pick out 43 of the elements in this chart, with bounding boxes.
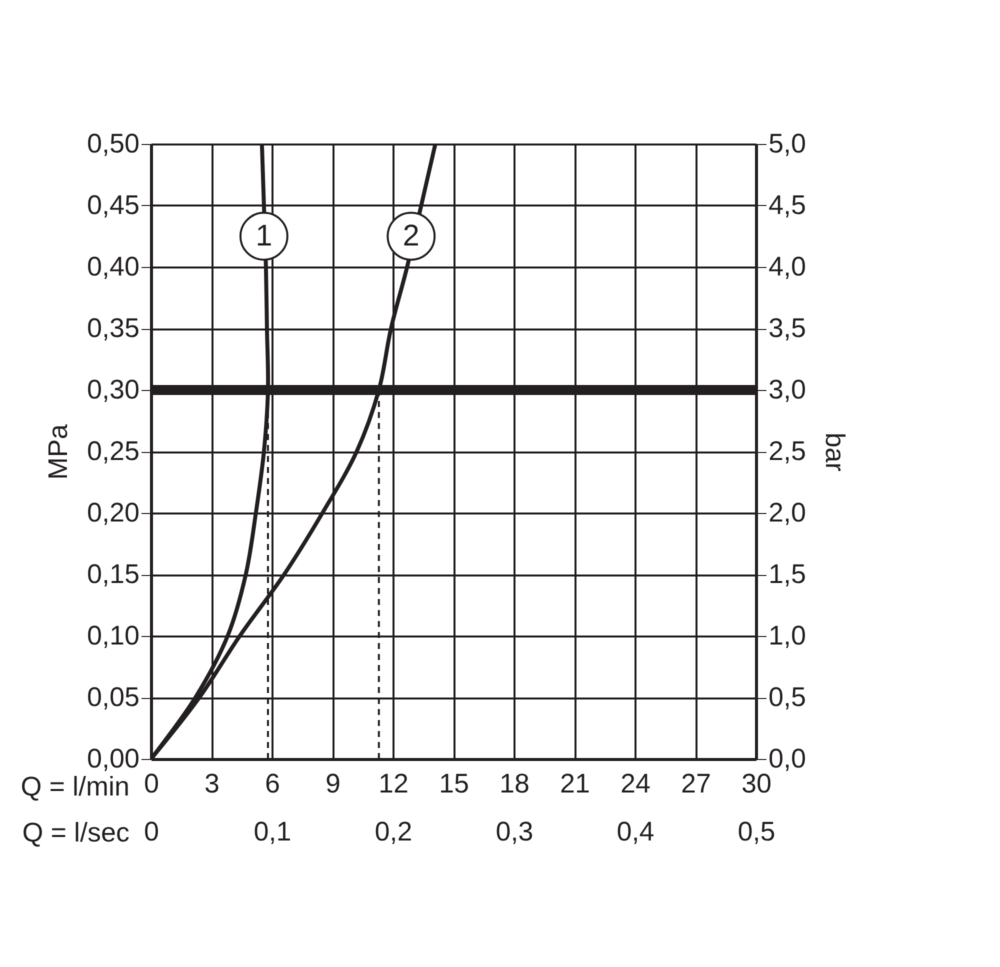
y-axis-title: MPa bbox=[42, 423, 73, 480]
x-tick-label: 0 bbox=[144, 768, 160, 798]
x2-tick-label: 0,4 bbox=[616, 816, 654, 846]
x-tick-label: 3 bbox=[204, 768, 220, 798]
x-tick-label: 21 bbox=[560, 768, 590, 798]
x-tick-label: 12 bbox=[378, 768, 409, 798]
x2-tick-label: 0,1 bbox=[254, 816, 292, 846]
y-tick-label: 0,25 bbox=[86, 436, 140, 466]
x-tick-label: 27 bbox=[680, 768, 712, 798]
y2-tick-label: 4,0 bbox=[768, 252, 806, 282]
x-tick-label: 24 bbox=[620, 768, 651, 798]
y2-tick-label: 1,5 bbox=[768, 559, 806, 589]
y-tick-label: 0,30 bbox=[86, 374, 140, 404]
y-tick-label: 0,15 bbox=[86, 559, 140, 589]
x2-tick-label: 0,3 bbox=[496, 816, 534, 846]
x2-axis-title: Q = l/sec bbox=[22, 818, 130, 848]
x2-tick-label: 0,2 bbox=[374, 816, 412, 846]
y-tick-label: 0,20 bbox=[86, 498, 140, 528]
x-tick-label: 6 bbox=[264, 768, 280, 798]
y-tick-label: 0,00 bbox=[86, 744, 140, 774]
y2-tick-label: 2,0 bbox=[768, 498, 806, 528]
y-tick-label: 0,40 bbox=[86, 252, 140, 282]
annotation: 2 bbox=[402, 219, 420, 252]
y-tick-label: 0,05 bbox=[86, 682, 140, 712]
y2-tick-label: 3,0 bbox=[768, 374, 806, 404]
annotation: 1 bbox=[256, 219, 272, 252]
y2-tick-label: 1,0 bbox=[768, 620, 806, 650]
y2-tick-label: 5,0 bbox=[768, 128, 806, 158]
y-tick-label: 0,50 bbox=[86, 128, 140, 158]
x-tick-label: 18 bbox=[499, 768, 530, 798]
x-axis-title: Q = l/min bbox=[20, 772, 130, 802]
y2-tick-label: 2,5 bbox=[768, 436, 806, 466]
y-tick-label: 0,35 bbox=[86, 313, 140, 343]
y-tick-label: 0,45 bbox=[86, 190, 140, 220]
y2-axis-title: bar bbox=[820, 432, 850, 472]
x2-tick-label: 0 bbox=[144, 816, 160, 846]
y2-tick-label: 3,5 bbox=[768, 313, 806, 343]
x-tick-label: 9 bbox=[325, 768, 341, 798]
x-tick-label: 15 bbox=[438, 768, 470, 798]
y2-tick-label: 4,5 bbox=[768, 190, 806, 220]
y2-tick-label: 0,5 bbox=[768, 682, 806, 712]
y-tick-label: 0,10 bbox=[86, 620, 140, 650]
x2-tick-label: 0,5 bbox=[738, 816, 776, 846]
